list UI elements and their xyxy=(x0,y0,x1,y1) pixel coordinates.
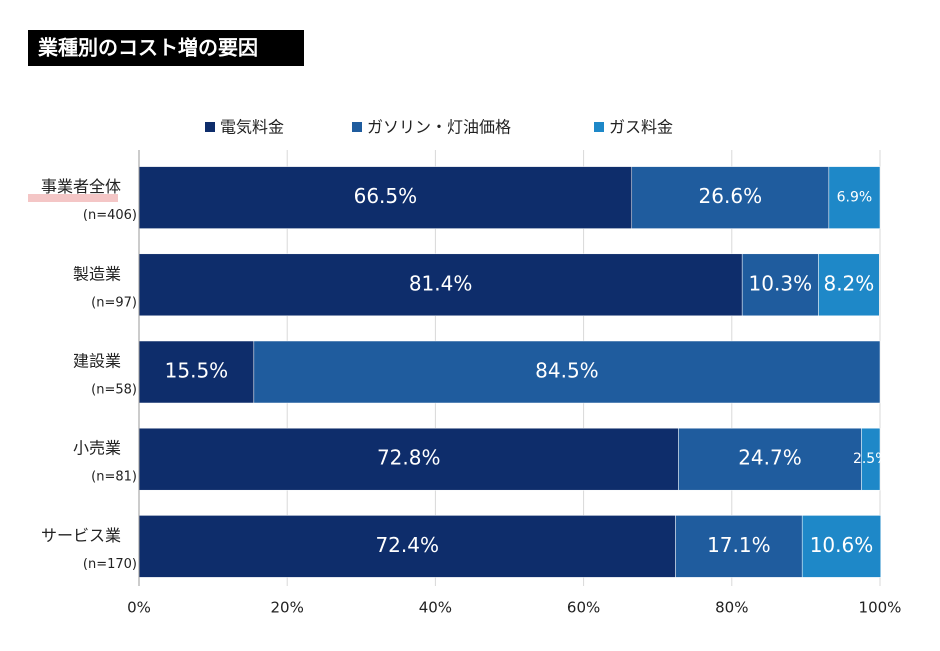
legend-label: ガス料金 xyxy=(609,118,673,137)
y-tick-label: サービス業 xyxy=(41,526,121,545)
y-tick-note: (n=58) xyxy=(91,383,137,398)
bar-segment xyxy=(818,253,880,317)
highlight xyxy=(28,194,118,202)
bar-segment xyxy=(741,253,819,317)
value-label: 72.4% xyxy=(375,533,439,557)
value-label: 24.7% xyxy=(738,446,802,470)
value-label: 10.3% xyxy=(749,271,813,295)
value-label: 66.5% xyxy=(354,184,418,208)
legend-swatch xyxy=(352,122,362,132)
x-tick-label: 80% xyxy=(715,599,748,617)
bar-segment xyxy=(138,515,676,578)
legend-swatch xyxy=(594,122,604,132)
bar-segment xyxy=(678,427,862,491)
y-tick-note: (n=406) xyxy=(83,208,137,223)
value-label: 6.9% xyxy=(837,190,873,206)
bar-segment xyxy=(138,427,679,491)
value-label: 8.2% xyxy=(823,271,874,295)
value-label: 81.4% xyxy=(409,271,473,295)
legend-swatch xyxy=(205,122,215,132)
y-tick-label: 小売業 xyxy=(73,439,121,458)
legend-label: 電気料金 xyxy=(220,118,284,137)
value-label: 10.6% xyxy=(810,533,874,557)
bar-segment xyxy=(253,340,881,404)
value-label: 72.8% xyxy=(377,446,441,470)
y-tick-label: 事業者全体 xyxy=(41,177,121,196)
bar-segment xyxy=(675,515,803,578)
x-tick-label: 40% xyxy=(419,599,452,617)
value-label: 15.5% xyxy=(165,359,229,383)
y-tick-label: 建設業 xyxy=(73,352,121,371)
bar-segment xyxy=(801,515,881,578)
bar-segment xyxy=(138,253,743,317)
x-tick-label: 20% xyxy=(271,599,304,617)
y-tick-note: (n=81) xyxy=(91,470,137,485)
x-tick-label: 60% xyxy=(567,599,600,617)
value-label: 84.5% xyxy=(535,359,599,383)
value-label: 17.1% xyxy=(707,533,771,557)
bar-segment xyxy=(631,166,830,229)
y-tick-note: (n=170) xyxy=(83,557,137,572)
y-tick-note: (n=97) xyxy=(91,295,137,310)
legend-label: ガソリン・灯油価格 xyxy=(367,118,511,137)
title-box xyxy=(28,30,304,66)
y-tick-label: 製造業 xyxy=(73,264,121,283)
chart-title: 業種別のコスト増の要因 xyxy=(38,36,258,60)
x-tick-label: 0% xyxy=(127,599,151,617)
bar-segment xyxy=(861,427,881,491)
x-tick-label: 100% xyxy=(859,599,902,617)
bar-segment xyxy=(828,166,881,229)
value-label: 26.6% xyxy=(699,184,763,208)
value-label: 2.5% xyxy=(853,451,889,467)
